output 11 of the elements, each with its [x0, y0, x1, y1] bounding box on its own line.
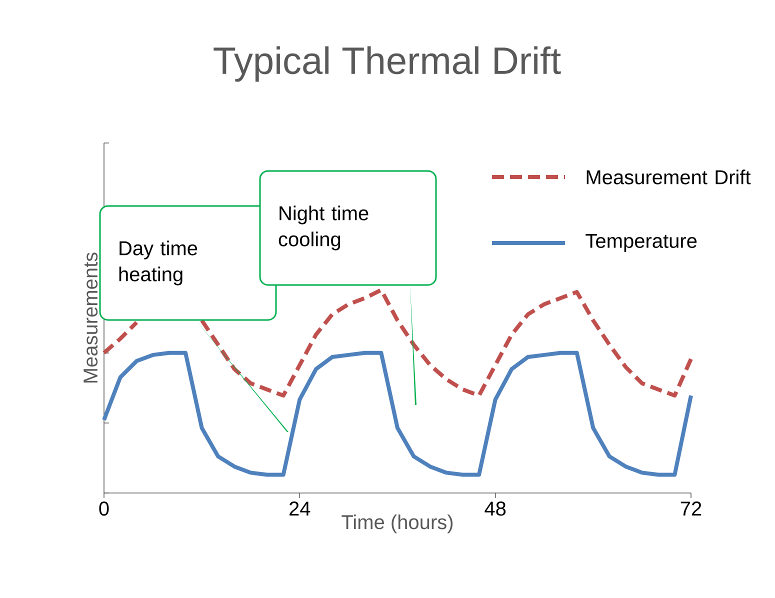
x-tick-label: 72	[680, 502, 702, 516]
x-tick-label: 48	[484, 502, 506, 516]
x-tick-label: 0	[99, 502, 109, 516]
legend-label: Measurement Drift	[586, 170, 751, 184]
x-tick-label: 24	[290, 502, 310, 516]
text: Day time heating	[119, 240, 198, 286]
legend-label: Temperature	[586, 234, 697, 252]
chart-title: Typical Thermal Drift	[214, 46, 561, 82]
y-axis-title: Measurements	[84, 252, 98, 382]
text: Night time cooling	[278, 206, 368, 250]
x-axis-title: Time (hours)	[342, 514, 453, 534]
